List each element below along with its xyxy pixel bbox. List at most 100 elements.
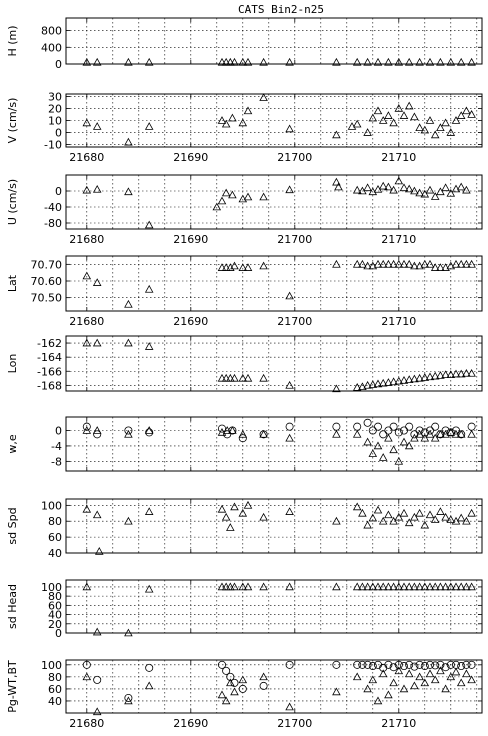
data-point-triangle xyxy=(144,122,154,130)
data-point-triangle xyxy=(373,696,383,705)
data-point-triangle xyxy=(217,116,227,124)
data-point-circle xyxy=(145,428,154,437)
data-point-circle xyxy=(124,693,133,702)
data-point-triangle xyxy=(456,57,466,66)
data-point-triangle xyxy=(82,185,92,194)
data-point-triangle xyxy=(394,582,404,591)
y-tick-label: 70.60 xyxy=(31,275,63,288)
data-point-triangle xyxy=(410,186,419,195)
data-point-triangle xyxy=(238,118,248,127)
data-point-triangle xyxy=(410,261,419,270)
data-point-triangle xyxy=(144,220,154,229)
data-point-triangle xyxy=(228,190,237,199)
data-point-triangle xyxy=(436,507,445,515)
data-point-triangle xyxy=(363,380,372,389)
x-tick-label: 21680 xyxy=(69,717,104,730)
data-point-circle xyxy=(93,430,102,439)
data-point-triangle xyxy=(243,106,253,115)
data-point-triangle xyxy=(415,123,424,132)
data-point-triangle xyxy=(238,373,248,382)
data-point-triangle xyxy=(462,582,471,591)
plot-frame xyxy=(65,335,483,392)
data-point-triangle xyxy=(467,429,476,438)
data-point-triangle xyxy=(394,376,404,385)
data-point-triangle xyxy=(230,57,239,66)
data-point-triangle xyxy=(358,382,367,391)
data-point-circle xyxy=(217,424,226,433)
data-point-triangle xyxy=(221,373,231,382)
data-point-triangle xyxy=(230,687,239,696)
figure-title: CATS Bin2-n25 xyxy=(238,3,324,16)
data-point-triangle xyxy=(221,263,231,271)
x-tick-label: 21690 xyxy=(173,233,208,246)
data-point-triangle xyxy=(446,515,456,523)
data-point-triangle xyxy=(420,582,430,591)
data-point-triangle xyxy=(467,110,476,118)
data-point-circle xyxy=(285,660,294,669)
data-point-triangle xyxy=(144,584,154,593)
data-point-triangle xyxy=(378,582,388,591)
data-point-triangle xyxy=(384,690,393,699)
data-point-triangle xyxy=(368,380,378,388)
data-point-triangle xyxy=(394,456,404,465)
data-point-triangle xyxy=(92,426,102,434)
data-point-circle xyxy=(368,662,377,671)
plot-frame xyxy=(65,659,483,714)
data-point-triangle xyxy=(425,116,435,124)
x-tick-label: 21690 xyxy=(173,151,208,164)
data-point-triangle xyxy=(410,112,419,121)
data-point-triangle xyxy=(285,702,294,711)
data-point-triangle xyxy=(410,374,419,383)
data-point-triangle xyxy=(446,428,456,436)
x-tick-label: 21700 xyxy=(277,315,312,328)
data-point-triangle xyxy=(410,681,419,690)
data-point-triangle xyxy=(378,181,388,190)
data-point-triangle xyxy=(456,582,466,591)
data-point-triangle xyxy=(456,513,466,522)
data-point-triangle xyxy=(410,512,419,521)
data-point-circle xyxy=(410,662,419,671)
data-point-triangle xyxy=(404,669,414,678)
data-point-triangle xyxy=(226,582,235,591)
y-tick-label: 80 xyxy=(48,515,62,528)
y-tick-label: 100 xyxy=(41,499,62,512)
data-point-triangle xyxy=(446,57,456,66)
data-point-triangle xyxy=(425,259,435,268)
data-point-triangle xyxy=(404,101,414,110)
y-tick-label: 0 xyxy=(55,185,62,198)
data-point-triangle xyxy=(378,453,388,461)
data-point-triangle xyxy=(415,261,424,270)
data-point-triangle xyxy=(430,515,440,523)
data-point-triangle xyxy=(368,582,378,591)
data-point-triangle xyxy=(285,380,294,389)
data-point-triangle xyxy=(259,373,268,382)
data-point-triangle xyxy=(352,502,362,511)
data-point-circle xyxy=(363,418,372,427)
data-point-triangle xyxy=(456,182,466,191)
data-point-triangle xyxy=(226,678,235,687)
data-point-triangle xyxy=(394,104,404,112)
data-point-triangle xyxy=(404,57,414,66)
data-point-triangle xyxy=(430,130,440,139)
data-point-triangle xyxy=(441,684,450,693)
data-point-triangle xyxy=(352,672,362,681)
data-point-circle xyxy=(389,663,398,672)
data-point-triangle xyxy=(230,373,239,382)
data-point-triangle xyxy=(373,57,383,66)
data-point-triangle xyxy=(217,57,227,66)
data-point-triangle xyxy=(230,582,239,591)
data-point-triangle xyxy=(373,379,383,388)
data-point-circle xyxy=(420,662,429,671)
data-point-triangle xyxy=(389,445,398,454)
data-point-triangle xyxy=(456,678,466,687)
data-point-circle xyxy=(457,662,466,671)
data-point-circle xyxy=(384,660,393,669)
data-point-triangle xyxy=(285,124,294,133)
data-point-triangle xyxy=(221,188,231,197)
data-point-triangle xyxy=(384,433,393,442)
data-point-circle xyxy=(358,660,367,669)
data-point-triangle xyxy=(415,429,424,438)
data-point-circle xyxy=(436,660,445,669)
data-point-triangle xyxy=(462,669,471,678)
data-point-circle xyxy=(373,422,382,431)
